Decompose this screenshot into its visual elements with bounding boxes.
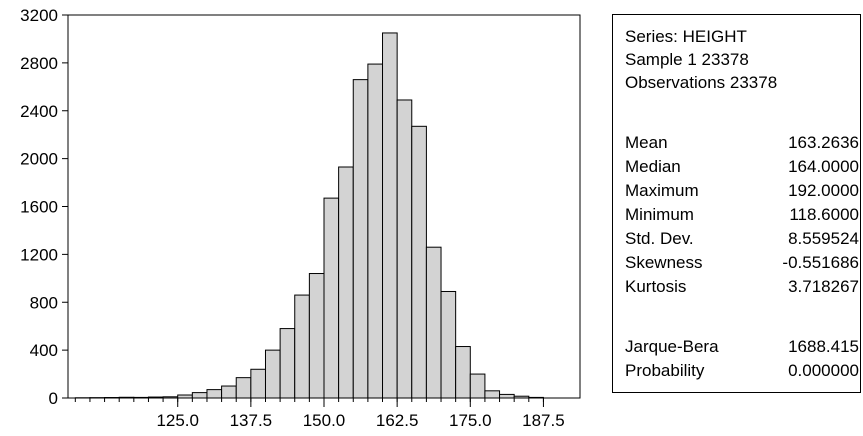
stat-label: Kurtosis [625,277,687,296]
stat-value: 163.2636 [788,133,859,152]
histogram-bar [221,385,237,399]
statistics-panel: Series: HEIGHT Sample 1 23378 Observatio… [612,14,861,393]
y-tick-label: 2800 [20,54,58,73]
stat-row-jarque-bera: Jarque-Bera 1688.415 [625,335,859,359]
stat-row-minimum: Minimum 118.6000 [625,203,859,227]
observations-count: Observations 23378 [625,73,778,92]
y-tick-label: 800 [30,293,58,312]
stat-value: 164.0000 [788,157,859,176]
histogram-bar [367,63,384,399]
histogram-bar [499,393,515,399]
x-tick-label: 187.5 [522,411,565,430]
stat-value: 192.0000 [788,181,859,200]
stat-row-median: Median 164.0000 [625,155,859,179]
stat-value: 118.6000 [789,205,859,224]
histogram-bar [191,392,208,399]
histogram-bar [411,125,427,399]
stat-row-probability: Probability 0.000000 [625,359,859,383]
histogram-bar [396,99,413,399]
histogram-bar [338,166,354,399]
x-tick-label: 137.5 [230,411,273,430]
histogram-bar [469,373,486,399]
x-tick-label: 150.0 [303,411,346,430]
histogram-bar [294,294,310,399]
series-info: Series: HEIGHT Sample 1 23378 Observatio… [625,25,777,94]
histogram-bar [440,290,457,399]
stat-label: Probability [625,361,705,380]
stat-row-skewness: Skewness -0.551686 [625,251,859,275]
x-tick-label: 175.0 [449,411,492,430]
y-tick-label: 0 [49,389,58,408]
stat-label: Skewness [625,253,703,272]
stat-value: 1688.415 [788,337,859,356]
histogram-axes: 0 400 800 1200 1600 2000 2400 2800 3200 125.0 137.… [20,6,581,430]
histogram-bar [352,79,369,399]
stat-label: Minimum [625,205,694,224]
stat-value: 8.559524 [788,229,859,248]
y-tick-label: 2400 [20,102,58,121]
sample-range: Sample 1 23378 [625,50,749,69]
stat-value: -0.551686 [782,253,859,272]
stat-row-mean: Mean 163.2636 [625,131,859,155]
histogram-bar [425,246,442,399]
histogram-bar [308,273,325,399]
x-tick-label: 125.0 [156,411,199,430]
series-name: Series: HEIGHT [625,27,747,46]
histogram-bar [484,390,501,399]
stat-row-kurtosis: Kurtosis 3.718267 [625,275,859,299]
y-tick-label: 400 [30,341,58,360]
stat-value: 0.000000 [788,361,859,380]
y-tick-label: 1600 [20,198,58,217]
histogram-bar [455,346,471,399]
stat-label: Median [625,157,681,176]
histogram-bar [250,368,266,399]
x-tick-label: 162.5 [376,411,419,430]
histogram-bar [264,349,281,399]
histogram-bars [74,32,544,399]
histogram-bar [323,197,340,399]
histogram-bar [206,389,223,399]
histogram-bar [382,32,398,399]
stat-value: 3.718267 [788,277,859,296]
stat-label: Maximum [625,181,699,200]
y-tick-label: 1200 [20,245,58,264]
stat-label: Mean [625,133,668,152]
histogram-bar [279,328,296,399]
histogram-bar [235,377,252,399]
stat-row-std-dev: Std. Dev. 8.559524 [625,227,859,251]
histogram-chart: 0 400 800 1200 1600 2000 2400 2800 3200 125.0 137.… [20,6,581,430]
y-tick-label: 2000 [20,150,58,169]
stat-label: Std. Dev. [625,229,694,248]
stat-row-maximum: Maximum 192.0000 [625,179,859,203]
stat-label: Jarque-Bera [625,337,719,356]
y-tick-label: 3200 [20,6,58,25]
